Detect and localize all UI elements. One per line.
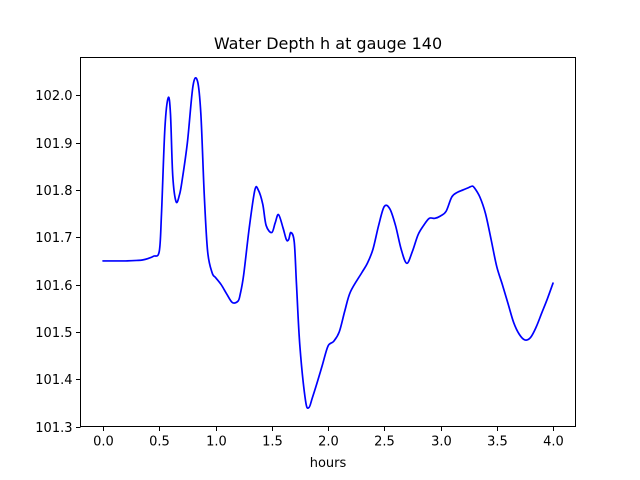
y-tick-label: 101.9: [35, 137, 72, 152]
y-tick-label: 101.5: [35, 326, 72, 341]
x-tick-label: 2.5: [374, 435, 395, 450]
y-tick-label: 101.4: [35, 373, 72, 388]
y-tick-label: 101.8: [35, 184, 72, 199]
y-axis-ticks: 101.3 101.4 101.5 101.6 101.7 101.8 101.9 102.0: [35, 89, 81, 436]
series-layer: [102, 77, 554, 410]
y-tick-label: 101.7: [35, 231, 72, 246]
x-axis-label: hours: [310, 456, 347, 471]
x-tick-label: 0.0: [93, 435, 114, 450]
y-tick-label: 101.3: [35, 421, 72, 436]
plot-frame: [80, 57, 576, 427]
x-tick-label: 0.5: [149, 435, 170, 450]
y-tick-label: 102.0: [35, 89, 72, 104]
x-tick-label: 3.5: [487, 435, 508, 450]
x-tick-label: 4.0: [543, 435, 564, 450]
y-tick-label: 101.6: [35, 279, 72, 294]
x-axis-ticks: 0.0 0.5 1.0 1.5 2.0 2.5 3.0 3.5 4.0: [93, 426, 564, 450]
chart-title: Water Depth h at gauge 140: [214, 34, 442, 53]
x-tick-label: 1.0: [206, 435, 227, 450]
water-depth-line: [102, 77, 554, 410]
x-tick-label: 1.5: [262, 435, 283, 450]
x-tick-label: 3.0: [431, 435, 452, 450]
x-tick-label: 2.0: [318, 435, 339, 450]
